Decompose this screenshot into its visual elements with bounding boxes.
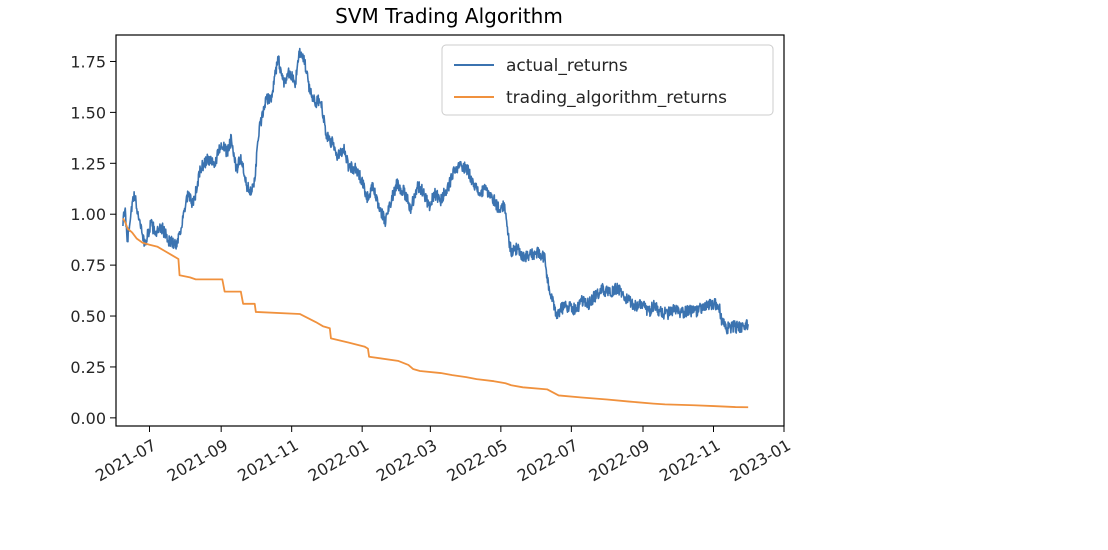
y-tick-label: 1.00 xyxy=(70,205,106,224)
x-tick-label: 2021-11 xyxy=(234,435,301,485)
x-tick-label: 2022-07 xyxy=(514,435,581,485)
y-tick-label: 1.75 xyxy=(70,52,106,71)
y-tick-label: 0.50 xyxy=(70,307,106,326)
plot-frame xyxy=(115,34,785,427)
series-line-actual-returns xyxy=(122,47,749,335)
legend-box xyxy=(441,44,774,116)
series-layer xyxy=(122,47,749,409)
x-tick-label: 2022-11 xyxy=(656,435,723,485)
legend-label: trading_algorithm_returns xyxy=(506,88,727,108)
x-tick-label: 2022-01 xyxy=(305,435,372,485)
y-tick-label: 0.00 xyxy=(70,409,106,428)
y-tick-label: 1.50 xyxy=(70,103,106,122)
x-tick-label: 2021-07 xyxy=(92,435,159,485)
legend-label: actual_returns xyxy=(506,56,628,76)
x-tick-label: 2021-09 xyxy=(164,435,231,485)
y-tick-label: 0.75 xyxy=(70,256,106,275)
legend: actual_returns trading_algorithm_returns xyxy=(441,44,774,116)
x-tick-label: 2022-09 xyxy=(586,435,653,485)
series-line-trading-algorithm-returns xyxy=(122,217,749,409)
y-tick-label: 0.25 xyxy=(70,358,106,377)
x-tick-label: 2022-05 xyxy=(443,435,510,485)
chart-title: SVM Trading Algorithm xyxy=(335,4,563,28)
x-tick-label: 2023-01 xyxy=(727,435,794,485)
x-tick-label: 2022-03 xyxy=(373,435,440,485)
y-tick-label: 1.25 xyxy=(70,154,106,173)
